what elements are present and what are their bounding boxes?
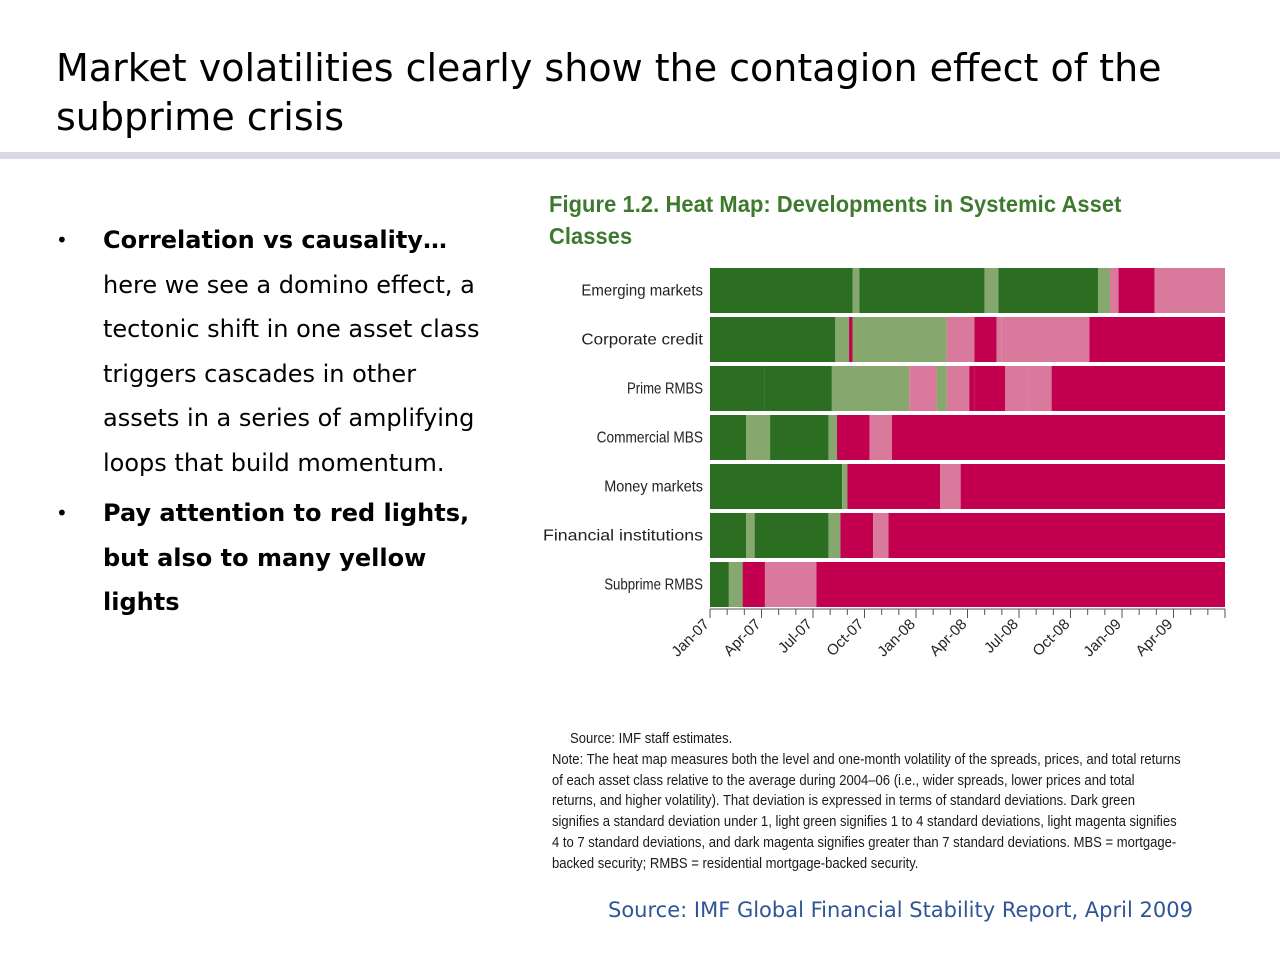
heatmap-cell — [710, 562, 729, 607]
heatmap-cell — [746, 513, 755, 558]
heatmap-cell — [710, 464, 843, 509]
heatmap-cell — [840, 513, 874, 558]
heatmap-cell — [837, 415, 870, 460]
heatmap-cell — [816, 562, 1225, 607]
heatmap-cell — [960, 464, 1225, 509]
bullet-2-bold: Pay attention to red lights, but also to… — [103, 499, 470, 616]
heatmap-cell — [710, 317, 836, 362]
heatmap-cell — [764, 562, 817, 607]
heatmap-cell — [909, 366, 937, 411]
heatmap-cell — [764, 366, 832, 411]
heatmap-cell — [891, 415, 1225, 460]
heatmap-cell — [873, 513, 889, 558]
x-tick-label: Oct-08 — [1029, 616, 1073, 660]
heatmap-cell — [849, 317, 853, 362]
heatmap-cell — [1027, 366, 1052, 411]
heatmap-cell — [847, 464, 941, 509]
heatmap-row: Financial institutions — [543, 513, 1225, 558]
row-label: Subprime RMBS — [604, 577, 703, 594]
bullet-1-bold: Correlation vs causality… — [103, 226, 447, 254]
heatmap-cell — [936, 366, 947, 411]
x-tick-label: Apr-07 — [720, 616, 764, 660]
heatmap-cell — [998, 268, 1098, 313]
bullet-glyph: • — [56, 228, 68, 252]
source-footer: Source: IMF Global Financial Stability R… — [608, 898, 1193, 922]
heatmap-cell — [842, 464, 848, 509]
x-tick-label: Jan-07 — [668, 616, 712, 660]
x-tick-label: Jul-08 — [981, 616, 1022, 657]
heatmap-row: Prime RMBS — [627, 366, 1225, 411]
heatmap-row: Corporate credit — [581, 317, 1225, 362]
heatmap-cell — [946, 317, 975, 362]
heatmap-cell — [828, 513, 841, 558]
slide-title: Market volatilities clearly show the con… — [56, 46, 1162, 139]
heatmap-chart: Emerging markets Corporate credit Prime RM… — [543, 268, 1226, 660]
figure-note: Note: The heat map measures both the lev… — [552, 751, 1181, 872]
heatmap-cell — [742, 562, 765, 607]
heatmap-cell — [1089, 317, 1225, 362]
heatmap-cell — [835, 317, 850, 362]
heatmap-cell — [710, 513, 747, 558]
heatmap-cell — [831, 366, 910, 411]
heatmap-cell — [710, 268, 853, 313]
heatmap-cell — [1051, 366, 1225, 411]
row-label: Commercial MBS — [597, 430, 703, 447]
x-tick-label: Apr-08 — [926, 616, 970, 660]
figure-source-line: Source: IMF staff estimates. — [570, 731, 733, 747]
heatmap-cell — [888, 513, 1225, 558]
heatmap-cell — [946, 366, 970, 411]
row-label: Corporate credit — [581, 332, 703, 349]
heatmap-cell — [746, 415, 771, 460]
bullet-item-1: • Correlation vs causality… here we see … — [56, 218, 496, 485]
heatmap-cell — [969, 366, 975, 411]
heatmap-cell — [1109, 268, 1119, 313]
heatmap-cell — [869, 415, 892, 460]
heatmap-cell — [754, 513, 829, 558]
x-tick-label: Apr-09 — [1132, 616, 1176, 660]
heatmap-cell — [974, 317, 997, 362]
row-label: Emerging markets — [581, 283, 703, 300]
figure-notes: Source: IMF staff estimates. Note: The h… — [552, 729, 1182, 875]
figure-title: Figure 1.2. Heat Map: Developments in Sy… — [549, 191, 1122, 249]
x-tick-label: Jan-09 — [1080, 616, 1124, 660]
title-divider — [0, 152, 1280, 159]
x-tick-label: Jul-07 — [775, 616, 816, 657]
heatmap-row: Money markets — [604, 464, 1225, 509]
heatmap-cell — [984, 268, 999, 313]
x-tick-label: Jan-08 — [874, 616, 918, 660]
heatmap-cell — [1005, 366, 1028, 411]
heatmap-row: Emerging markets — [581, 268, 1225, 313]
heatmap-cell — [859, 268, 985, 313]
bullet-glyph: • — [56, 501, 68, 525]
heatmap-cell — [1001, 317, 1090, 362]
heatmap-cell — [940, 464, 961, 509]
heatmap-cell — [710, 366, 765, 411]
heatmap-row: Subprime RMBS — [604, 562, 1225, 607]
heatmap-cell — [728, 562, 743, 607]
bullet-item-2: • Pay attention to red lights, but also … — [56, 491, 496, 625]
heatmap-cell — [1097, 268, 1110, 313]
heatmap-cell — [1154, 268, 1225, 313]
bullet-1-text: here we see a domino effect, a tectonic … — [103, 270, 480, 477]
heatmap-cell — [852, 317, 947, 362]
heatmap-cell — [852, 268, 860, 313]
row-label: Financial institutions — [543, 528, 703, 545]
heatmap-cell — [1118, 268, 1155, 313]
heatmap-cell — [710, 415, 747, 460]
heatmap-row: Commercial MBS — [597, 415, 1225, 460]
heatmap-cell — [996, 317, 1002, 362]
bullet-list: • Correlation vs causality… here we see … — [56, 218, 496, 631]
heatmap-cell — [974, 366, 1006, 411]
heatmap-cell — [770, 415, 829, 460]
heatmap-cell — [828, 415, 838, 460]
row-label: Money markets — [604, 479, 703, 496]
row-label: Prime RMBS — [627, 381, 703, 398]
x-tick-label: Oct-07 — [823, 616, 867, 660]
